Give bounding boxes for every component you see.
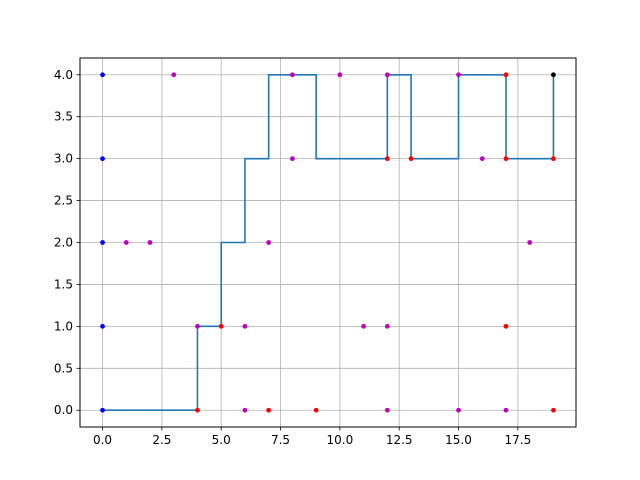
scatter-point <box>242 323 248 329</box>
scatter-point <box>456 72 461 78</box>
scatter-point <box>290 156 295 162</box>
scatter-point <box>171 72 177 78</box>
x-tick-label: 5.0 <box>212 433 231 447</box>
x-tick-label: 17.5 <box>504 433 531 447</box>
x-tick-label: 2.5 <box>152 433 171 447</box>
y-tick-label: 4.0 <box>54 68 73 82</box>
scatter-point <box>503 72 509 78</box>
y-tick-label: 3.0 <box>54 152 73 166</box>
y-tick-label: 2.5 <box>54 194 73 208</box>
scatter-point <box>551 72 556 78</box>
x-tick-label: 7.5 <box>271 433 290 447</box>
scatter-point <box>100 72 105 78</box>
scatter-point <box>384 72 390 78</box>
step-line-series <box>102 73 555 412</box>
scatter-point <box>479 156 485 162</box>
scatter-point <box>551 156 556 162</box>
scatter-point <box>242 407 248 413</box>
scatter-point <box>361 323 366 329</box>
x-axis: 0.0 2.5 5.0 7.5 10.0 12.5 15.0 17.5 <box>93 427 531 447</box>
scatter-point <box>218 323 224 329</box>
scatter-point <box>456 407 461 413</box>
scatter-point <box>551 407 556 413</box>
y-tick-label: 0.0 <box>54 403 73 417</box>
y-tick-label: 1.0 <box>54 319 73 333</box>
scatter-point <box>100 323 105 329</box>
x-tick-label: 10.0 <box>327 433 354 447</box>
x-tick-label: 15.0 <box>445 433 472 447</box>
scatter-point <box>503 323 509 329</box>
y-axis: 0.0 0.5 1.0 1.5 2.0 2.5 3.0 3.5 4.0 <box>54 68 80 417</box>
scatter-point <box>147 240 153 245</box>
y-tick-label: 2.0 <box>54 236 73 250</box>
scatter-point <box>290 72 295 78</box>
scatter-point <box>195 407 200 413</box>
y-tick-label: 3.5 <box>54 110 73 124</box>
scatter-point <box>313 407 319 413</box>
scatter-point <box>100 240 105 245</box>
scatter-point <box>384 156 390 162</box>
scatter-point <box>100 407 105 413</box>
grid <box>80 58 576 427</box>
scatter-point <box>503 407 509 413</box>
scatter-point <box>384 323 390 329</box>
scatter-point <box>408 156 414 162</box>
chart-series <box>100 72 556 413</box>
scatter-point <box>266 240 272 245</box>
scatter-point <box>503 156 509 162</box>
scatter-point <box>100 156 105 162</box>
scatter-point <box>266 407 272 413</box>
scatter-point <box>527 240 533 245</box>
scatter-point <box>195 323 200 329</box>
y-tick-label: 1.5 <box>54 277 73 291</box>
y-tick-label: 0.5 <box>54 361 73 375</box>
scatter-point <box>384 407 390 413</box>
x-tick-label: 12.5 <box>386 433 413 447</box>
scatter-point <box>123 240 129 245</box>
x-tick-label: 0.0 <box>93 433 112 447</box>
scatter-point <box>337 72 343 78</box>
